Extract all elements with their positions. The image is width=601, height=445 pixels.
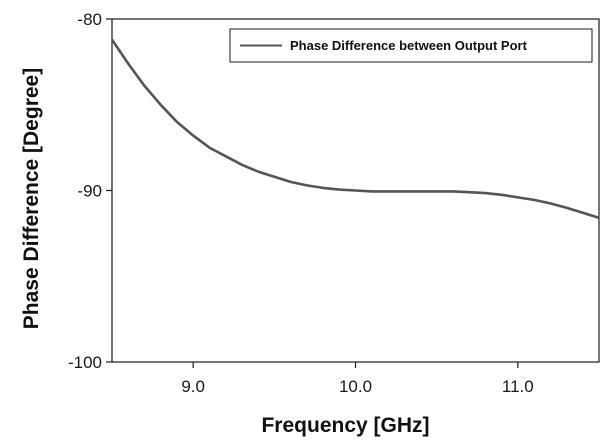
y-tick-label: -80	[77, 10, 102, 29]
legend-box	[229, 28, 593, 63]
series-line	[110, 38, 600, 220]
legend-entry-label: Phase Difference between Output Port	[290, 38, 528, 53]
x-axis-title: Frequency [GHz]	[261, 414, 429, 437]
y-axis-title: Phase Difference [Degree]	[20, 68, 43, 329]
x-tick-label: 10.0	[339, 377, 372, 396]
x-tick-label: 11.0	[502, 377, 534, 396]
y-axis-ticks: -100 -90 -80	[68, 10, 112, 372]
x-axis-ticks: 9.0 10.0 11.0	[181, 362, 534, 396]
y-tick-label: -100	[68, 353, 102, 372]
series-layer	[110, 38, 600, 220]
y-tick-label: -90	[77, 182, 102, 201]
x-tick-label: 9.0	[181, 377, 205, 396]
legend: Phase Difference between Output Port	[229, 28, 593, 63]
